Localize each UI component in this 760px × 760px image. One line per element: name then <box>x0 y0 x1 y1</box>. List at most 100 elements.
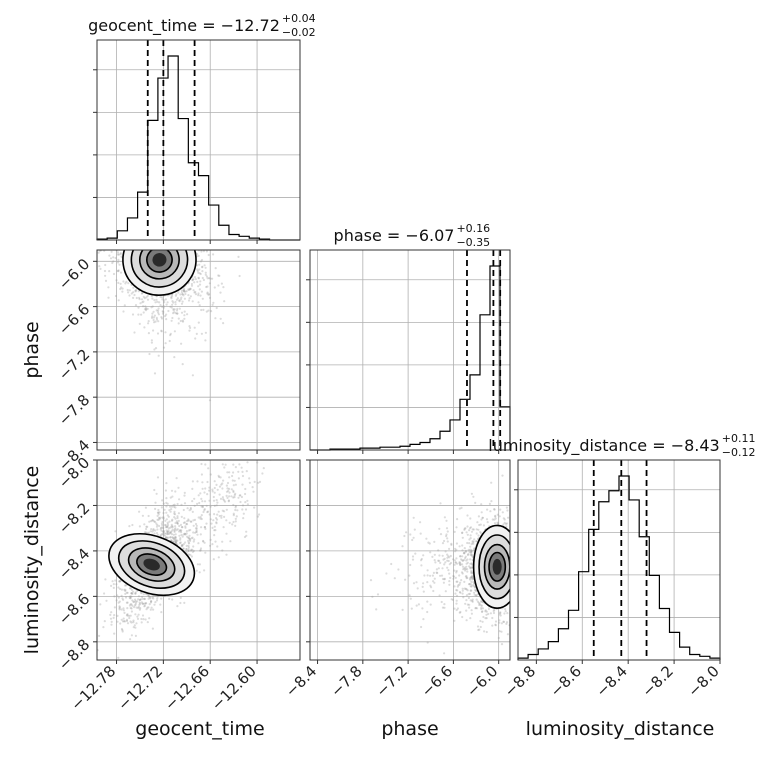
sample-point <box>125 280 128 283</box>
sample-point <box>180 526 184 529</box>
ytick-label-phase-4: −6.0 <box>55 255 93 293</box>
sample-point <box>174 237 176 239</box>
sample-point <box>134 237 136 239</box>
sample-point <box>176 312 179 315</box>
sample-point <box>200 308 203 312</box>
sample-point <box>133 230 135 232</box>
sample-point <box>519 623 521 625</box>
sample-point <box>462 552 465 555</box>
sample-point <box>524 612 526 614</box>
sample-point <box>127 282 130 285</box>
sample-point <box>476 625 480 628</box>
sample-point <box>464 568 467 571</box>
sample-point <box>426 610 429 614</box>
sample-point <box>116 253 119 256</box>
sample-point <box>220 516 223 519</box>
sample-point <box>137 605 140 608</box>
sample-point <box>134 613 137 616</box>
sample-point <box>510 536 512 538</box>
sample-point <box>157 354 160 357</box>
sample-point <box>184 525 187 528</box>
sample-point <box>120 618 123 621</box>
sample-point <box>165 529 168 532</box>
sample-point <box>193 326 196 329</box>
sample-point <box>473 538 476 541</box>
sample-point <box>144 506 147 509</box>
sample-point <box>203 264 206 267</box>
sample-point <box>463 587 466 590</box>
sample-point <box>413 528 416 531</box>
sample-point <box>171 598 174 601</box>
sample-point <box>521 600 523 602</box>
sample-point <box>150 225 152 227</box>
sample-point <box>121 246 123 248</box>
sample-point <box>461 531 464 534</box>
sample-point <box>512 543 514 545</box>
sample-point <box>204 339 207 342</box>
sample-point <box>160 317 164 320</box>
sample-point <box>123 611 126 615</box>
sample-point <box>133 606 136 609</box>
sample-point <box>146 245 148 247</box>
sample-point <box>458 583 461 586</box>
sample-point <box>282 420 284 422</box>
sample-point <box>453 607 456 610</box>
sample-point <box>191 245 193 247</box>
sample-point <box>157 513 160 516</box>
sample-point <box>244 501 247 504</box>
sample-point <box>492 609 495 613</box>
sample-point <box>107 219 109 221</box>
sample-point <box>429 603 432 606</box>
sample-point <box>179 235 181 237</box>
sample-point <box>166 523 169 526</box>
sample-point <box>463 567 466 570</box>
sample-point <box>219 476 222 479</box>
sample-point <box>519 555 521 557</box>
density-geocent_time-luminosity_distance <box>97 420 284 659</box>
sample-point <box>180 342 183 345</box>
sample-point <box>254 454 256 456</box>
sample-point <box>143 247 145 249</box>
sample-point <box>527 581 529 583</box>
sample-point <box>174 539 177 542</box>
sample-point <box>228 521 231 525</box>
sample-point <box>139 245 141 247</box>
sample-point <box>442 558 445 561</box>
sample-point <box>412 582 416 585</box>
sample-point <box>125 619 129 623</box>
sample-point <box>145 236 147 238</box>
sample-point <box>211 277 214 280</box>
sample-point <box>197 254 200 257</box>
sample-point <box>151 225 153 227</box>
sample-point <box>515 587 517 589</box>
sample-point <box>125 242 127 244</box>
sample-point <box>155 309 158 312</box>
sample-point <box>184 533 187 536</box>
sample-point <box>470 554 473 557</box>
sample-point <box>172 308 175 311</box>
sample-point <box>150 228 152 230</box>
sample-point <box>528 576 530 578</box>
sample-point <box>494 620 498 623</box>
sample-point <box>145 308 148 311</box>
sample-point <box>455 608 458 612</box>
sample-point <box>452 574 455 578</box>
sample-point <box>182 289 185 292</box>
sample-point <box>390 562 393 566</box>
sample-point <box>469 583 472 586</box>
sample-point <box>125 614 129 617</box>
sample-point <box>190 520 193 523</box>
sample-point <box>184 526 187 529</box>
sample-point <box>153 314 156 317</box>
sample-point <box>471 598 474 601</box>
sample-point <box>146 294 149 298</box>
sample-point <box>463 551 466 554</box>
sample-point <box>133 234 135 236</box>
sample-point <box>222 286 225 289</box>
sample-point <box>162 346 166 349</box>
sample-point <box>443 603 446 606</box>
sample-point <box>183 502 187 505</box>
sample-point <box>201 506 204 509</box>
sample-point <box>515 587 517 589</box>
sample-point <box>475 607 479 610</box>
